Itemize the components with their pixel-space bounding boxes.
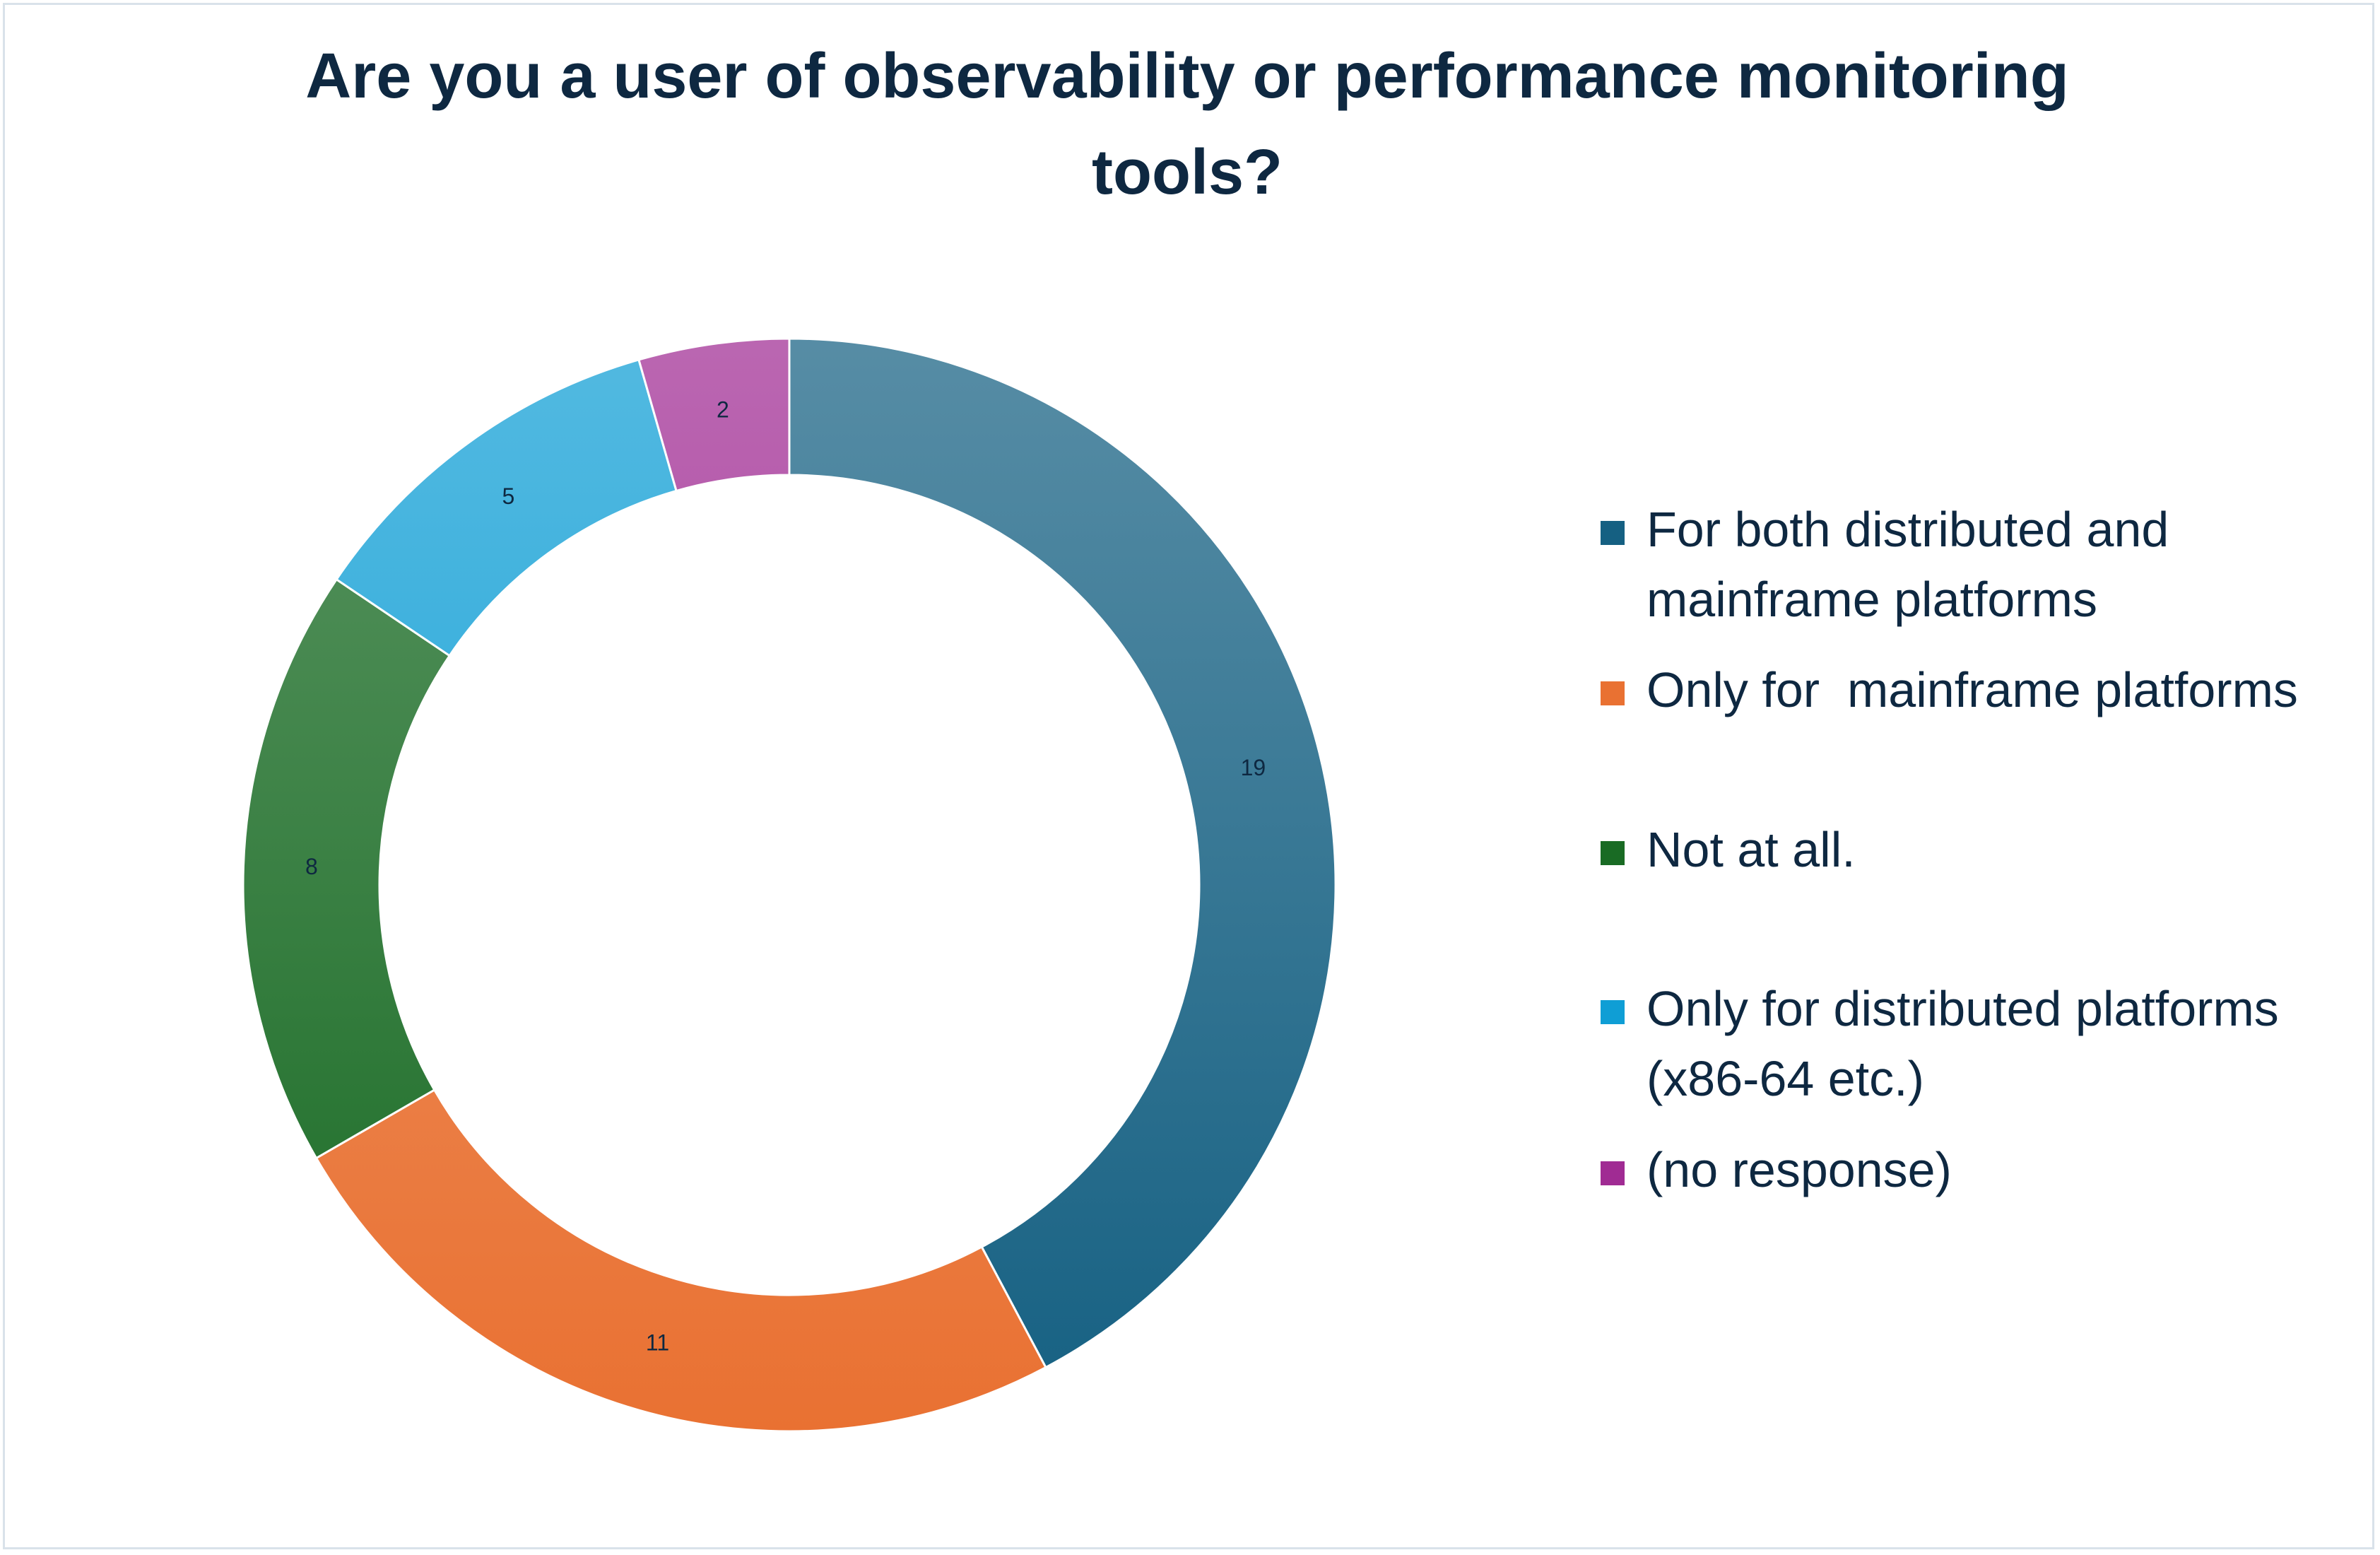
data-label: 19 <box>1241 755 1266 780</box>
data-label: 11 <box>646 1330 669 1356</box>
donut-slice <box>637 337 791 493</box>
legend-label: Only for distributed platforms (x86-64 e… <box>1646 981 2293 1106</box>
legend-label: For both distributed and mainframe platf… <box>1646 502 2183 627</box>
legend-swatch <box>1601 521 1625 545</box>
legend-swatch <box>1601 1161 1625 1185</box>
data-label: 8 <box>305 854 318 879</box>
legend-label: Only for mainframe platforms <box>1646 662 2298 717</box>
chart-title: Are you a user of observability or perfo… <box>305 41 2069 208</box>
legend-swatch <box>1601 841 1625 865</box>
donut-slice <box>242 577 452 1160</box>
legend-swatch <box>1601 1000 1625 1024</box>
legend-label: (no response) <box>1646 1142 1952 1197</box>
legend-label: Not at all. <box>1646 822 1856 877</box>
data-label: 2 <box>717 397 729 423</box>
donut-slice <box>788 337 1337 1369</box>
donut-slice <box>314 1088 1047 1433</box>
chart-frame <box>3 3 2374 1549</box>
legend-swatch <box>1601 681 1625 705</box>
data-label: 5 <box>502 483 514 509</box>
